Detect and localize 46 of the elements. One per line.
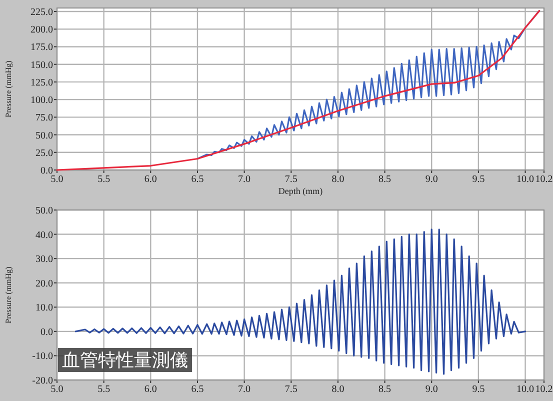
- x-tick-label: 5.5: [98, 174, 110, 185]
- x-tick-label: 8.5: [378, 174, 392, 185]
- x-tick-label: 7.0: [238, 384, 251, 395]
- y-tick-label: 40.0: [36, 230, 53, 241]
- x-tick-label: 10.2: [535, 174, 553, 185]
- y-axis-title: Pressure (mmHg): [4, 60, 13, 118]
- x-tick-label: 5.0: [50, 384, 64, 395]
- y-tick-label: -10.0: [32, 351, 53, 362]
- x-tick-label: 9.0: [425, 384, 438, 395]
- x-tick-label: 8.5: [378, 384, 392, 395]
- x-tick-label: 6.0: [144, 384, 157, 395]
- x-tick-label: 6.0: [144, 174, 157, 185]
- y-tick-label: 50.0: [36, 130, 53, 142]
- y-tick-label: 75.0: [36, 112, 53, 124]
- y-tick-label: 125.0: [30, 77, 53, 88]
- y-tick-label: -20.0: [32, 376, 53, 386]
- y-tick-label: 225.0: [30, 7, 53, 18]
- x-tick-label: 5.5: [98, 384, 110, 395]
- y-tick-label: 10.0: [36, 302, 53, 314]
- x-tick-label: 10.0: [516, 174, 534, 185]
- y-tick-label: 150.0: [30, 60, 53, 71]
- x-tick-label: 5.0: [50, 174, 64, 185]
- y-tick-label: 25.0: [36, 148, 53, 159]
- x-axis-title: Depth (mm): [278, 186, 323, 196]
- x-tick-label: 9.5: [472, 174, 485, 185]
- y-tick-label: 50.0: [36, 206, 53, 216]
- y-tick-label: 0.0: [40, 326, 53, 338]
- y-tick-label: 100.0: [30, 95, 53, 106]
- x-tick-label: 7.5: [284, 174, 298, 185]
- x-tick-label: 7.0: [238, 174, 251, 185]
- x-tick-label: 9.5: [472, 384, 485, 395]
- y-tick-label: 175.0: [30, 42, 53, 54]
- x-tick-label: 6.5: [191, 174, 204, 185]
- x-tick-label: 6.5: [191, 384, 204, 395]
- y-tick-label: 0.0: [40, 166, 53, 176]
- y-tick-label: 30.0: [36, 254, 53, 266]
- annotation: 血管特性量測儀: [62, 350, 188, 371]
- y-tick-label: 20.0: [36, 278, 53, 290]
- x-tick-label: 8.0: [332, 174, 344, 185]
- y-axis-title: Pressure (mmHg): [4, 266, 13, 324]
- y-tick-label: 200.0: [30, 24, 53, 36]
- x-tick-label: 7.5: [284, 384, 298, 395]
- x-tick-label: 8.0: [332, 384, 344, 395]
- x-tick-label: 10.2: [535, 384, 553, 395]
- x-tick-label: 10.0: [516, 384, 534, 395]
- x-tick-label: 9.0: [425, 174, 438, 185]
